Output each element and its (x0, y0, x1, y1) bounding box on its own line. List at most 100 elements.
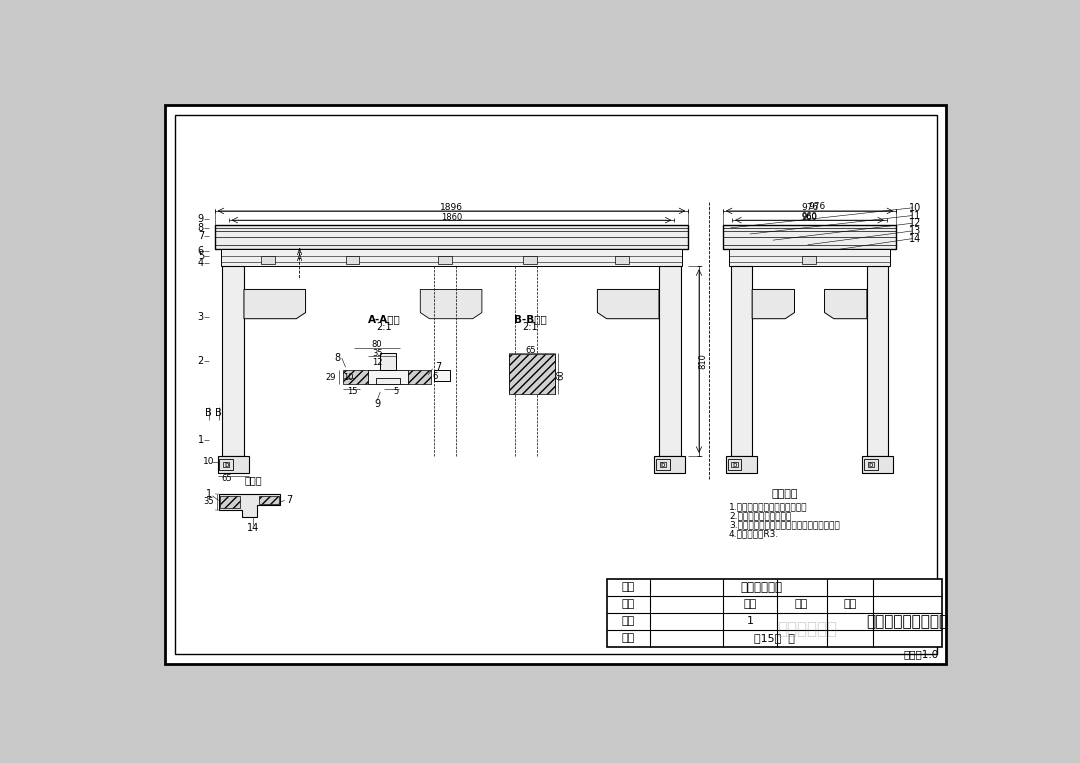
Text: 960: 960 (801, 213, 818, 221)
Bar (654, 456, 685, 473)
Bar (408, 370, 431, 384)
Text: 80: 80 (372, 340, 382, 349)
Text: 1.各结合部分不能有太大缝隙；: 1.各结合部分不能有太大缝隙； (729, 502, 808, 511)
Text: 校对: 校对 (622, 600, 635, 610)
Text: 重量: 重量 (795, 600, 808, 610)
Text: 1860: 1860 (441, 213, 462, 221)
Text: 4: 4 (198, 258, 204, 269)
Bar (726, 456, 757, 473)
Text: 14: 14 (247, 523, 259, 533)
Bar (864, 459, 878, 471)
Text: b: b (224, 462, 229, 468)
Bar (218, 456, 248, 473)
Bar (509, 354, 555, 394)
Polygon shape (824, 289, 867, 319)
Bar (224, 462, 229, 467)
Text: 9: 9 (198, 214, 204, 224)
Bar (523, 256, 537, 264)
Text: 9: 9 (374, 399, 380, 409)
Text: 60: 60 (556, 369, 566, 380)
Bar (731, 462, 738, 467)
Text: 15: 15 (348, 388, 357, 396)
Text: 数量: 数量 (743, 600, 756, 610)
Text: 2:1: 2:1 (523, 322, 538, 332)
Polygon shape (218, 494, 280, 517)
Text: 核准: 核准 (622, 617, 635, 626)
Bar (368, 370, 408, 384)
Text: 4.未注明圆角R3.: 4.未注明圆角R3. (729, 530, 780, 539)
Bar (220, 250, 683, 266)
Bar (730, 266, 752, 456)
Text: 7: 7 (435, 362, 441, 372)
Text: 5: 5 (393, 388, 399, 396)
Bar (434, 370, 449, 381)
Text: 8: 8 (198, 223, 204, 233)
Bar (729, 250, 890, 266)
Bar (867, 266, 889, 456)
Text: A: A (297, 254, 302, 263)
Bar (867, 462, 874, 467)
Bar (261, 256, 274, 264)
Bar (802, 256, 816, 264)
Text: 3.角牙和桌腿的回纹配合时不能有台阶存在；: 3.角牙和桌腿的回纹配合时不能有台阶存在； (729, 520, 840, 530)
Text: 2: 2 (198, 356, 204, 366)
Text: 976: 976 (808, 201, 825, 211)
Text: 960: 960 (801, 212, 818, 221)
Bar (346, 256, 360, 264)
Text: 5: 5 (198, 250, 204, 261)
Text: 29: 29 (325, 373, 336, 382)
Text: A-A旋转: A-A旋转 (367, 314, 401, 324)
Text: 976: 976 (801, 202, 819, 211)
Text: 版次：1.0: 版次：1.0 (903, 649, 939, 659)
Text: 11: 11 (909, 211, 921, 221)
Bar (862, 456, 893, 473)
Text: 3: 3 (198, 312, 204, 322)
Text: A: A (297, 248, 302, 257)
Text: 比例: 比例 (843, 600, 856, 610)
Bar (656, 459, 670, 471)
Polygon shape (752, 289, 795, 319)
Text: 木工刀具论坛: 木工刀具论坛 (778, 620, 838, 638)
Text: 12: 12 (372, 358, 382, 367)
Text: 工艺: 工艺 (622, 633, 635, 643)
Text: 材料：红酸枝: 材料：红酸枝 (741, 581, 782, 594)
Text: 810: 810 (699, 353, 707, 369)
Bar (376, 378, 401, 384)
Text: B: B (215, 408, 221, 418)
Bar (222, 266, 244, 456)
Text: 技术要求: 技术要求 (771, 489, 798, 499)
Bar (215, 225, 688, 250)
Polygon shape (597, 289, 659, 319)
Text: 2.整体材质颜色要一致；: 2.整体材质颜色要一致； (729, 511, 792, 520)
Bar (258, 496, 279, 504)
Bar (728, 459, 741, 471)
Text: 1: 1 (198, 436, 204, 446)
Text: 10: 10 (909, 203, 921, 213)
Text: 7: 7 (286, 495, 293, 505)
Bar (343, 370, 368, 384)
Bar (219, 459, 233, 471)
Text: 12: 12 (909, 218, 921, 228)
Bar (607, 579, 943, 647)
Text: 1: 1 (746, 617, 754, 626)
Text: 紫檀灵芸纹长桌总图: 紫檀灵芸纹长桌总图 (866, 613, 948, 629)
Text: 65: 65 (525, 346, 536, 355)
Bar (660, 462, 666, 467)
Text: 2:1: 2:1 (376, 322, 392, 332)
Text: 10: 10 (203, 458, 214, 466)
Text: 1896: 1896 (440, 202, 463, 211)
Text: 13: 13 (909, 226, 921, 236)
Bar (380, 353, 395, 370)
Text: b: b (868, 462, 873, 468)
Bar (438, 256, 451, 264)
Text: 65: 65 (221, 475, 231, 484)
Text: 设计: 设计 (622, 582, 635, 592)
Text: 6: 6 (433, 372, 438, 381)
Text: 1: 1 (206, 489, 213, 499)
Bar (659, 266, 680, 456)
Text: 7: 7 (198, 230, 204, 240)
Text: 35: 35 (203, 497, 214, 507)
Text: 35: 35 (372, 349, 382, 358)
Text: 6: 6 (198, 246, 204, 256)
Text: B: B (205, 408, 212, 418)
